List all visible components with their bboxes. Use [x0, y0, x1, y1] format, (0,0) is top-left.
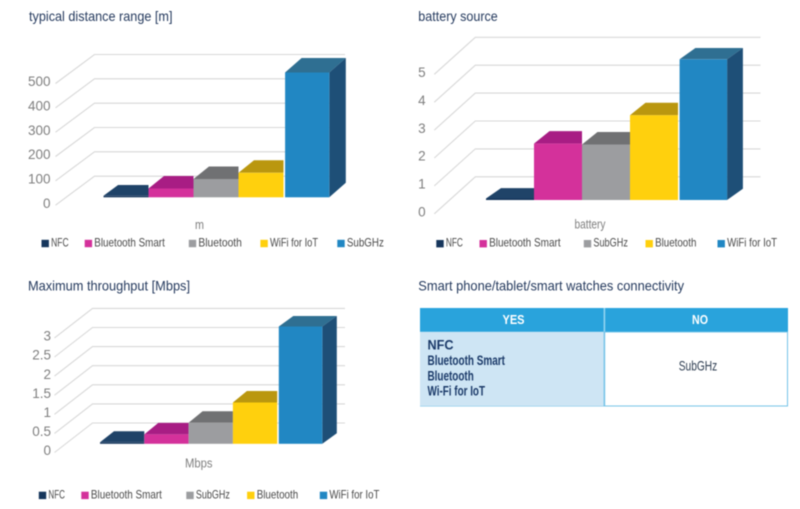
svg-text:300: 300 [28, 123, 51, 138]
svg-text:Smart phone/tablet/smart watch: Smart phone/tablet/smart watches connect… [418, 278, 684, 294]
svg-text:4: 4 [418, 93, 426, 108]
svg-text:1.5: 1.5 [32, 386, 51, 401]
svg-text:NFC: NFC [48, 487, 65, 501]
svg-text:0: 0 [43, 443, 51, 458]
svg-text:NFC: NFC [428, 338, 454, 353]
svg-text:m: m [195, 218, 204, 232]
svg-text:YES: YES [503, 312, 525, 327]
svg-text:SubGHz: SubGHz [196, 487, 230, 501]
svg-text:WiFi for IoT: WiFi for IoT [329, 487, 380, 501]
svg-text:Bluetooth: Bluetooth [257, 487, 299, 501]
svg-text:5: 5 [418, 65, 426, 80]
svg-text:100: 100 [28, 172, 51, 187]
svg-text:Bluetooth: Bluetooth [428, 368, 474, 383]
svg-text:3: 3 [418, 121, 426, 136]
svg-text:Bluetooth Smart: Bluetooth Smart [428, 353, 506, 368]
svg-text:typical distance range [m]: typical distance range [m] [29, 8, 173, 24]
svg-text:battery source: battery source [418, 8, 498, 24]
svg-text:0: 0 [43, 196, 51, 211]
svg-text:Bluetooth Smart: Bluetooth Smart [94, 236, 165, 250]
svg-text:200: 200 [28, 147, 51, 162]
svg-text:battery: battery [575, 218, 607, 232]
svg-text:1: 1 [43, 405, 51, 420]
svg-text:2: 2 [43, 367, 51, 382]
svg-text:Bluetooth Smart: Bluetooth Smart [91, 487, 163, 501]
svg-text:3: 3 [43, 329, 51, 344]
svg-text:Maximum throughput [Mbps]: Maximum throughput [Mbps] [28, 278, 190, 294]
svg-text:NO: NO [692, 312, 708, 327]
svg-text:WiFi for IoT: WiFi for IoT [727, 236, 778, 250]
svg-text:SubGHz: SubGHz [347, 236, 384, 250]
svg-text:0: 0 [418, 205, 426, 220]
svg-text:WiFi for IoT: WiFi for IoT [270, 236, 319, 250]
svg-text:Bluetooth: Bluetooth [198, 236, 242, 250]
svg-text:400: 400 [28, 99, 51, 114]
svg-text:500: 500 [28, 74, 51, 89]
svg-text:2.5: 2.5 [32, 348, 51, 363]
svg-text:NFC: NFC [51, 236, 69, 250]
svg-text:2: 2 [418, 149, 426, 164]
svg-text:Bluetooth Smart: Bluetooth Smart [489, 236, 561, 250]
svg-text:Mbps: Mbps [185, 457, 213, 471]
svg-text:SubGHz: SubGHz [679, 358, 718, 374]
svg-text:Wi-Fi for IoT: Wi-Fi for IoT [428, 384, 486, 399]
svg-text:SubGHz: SubGHz [593, 236, 628, 250]
svg-text:NFC: NFC [446, 236, 463, 250]
svg-text:0.5: 0.5 [32, 424, 51, 439]
svg-text:1: 1 [418, 177, 426, 192]
svg-text:Bluetooth: Bluetooth [655, 236, 696, 250]
